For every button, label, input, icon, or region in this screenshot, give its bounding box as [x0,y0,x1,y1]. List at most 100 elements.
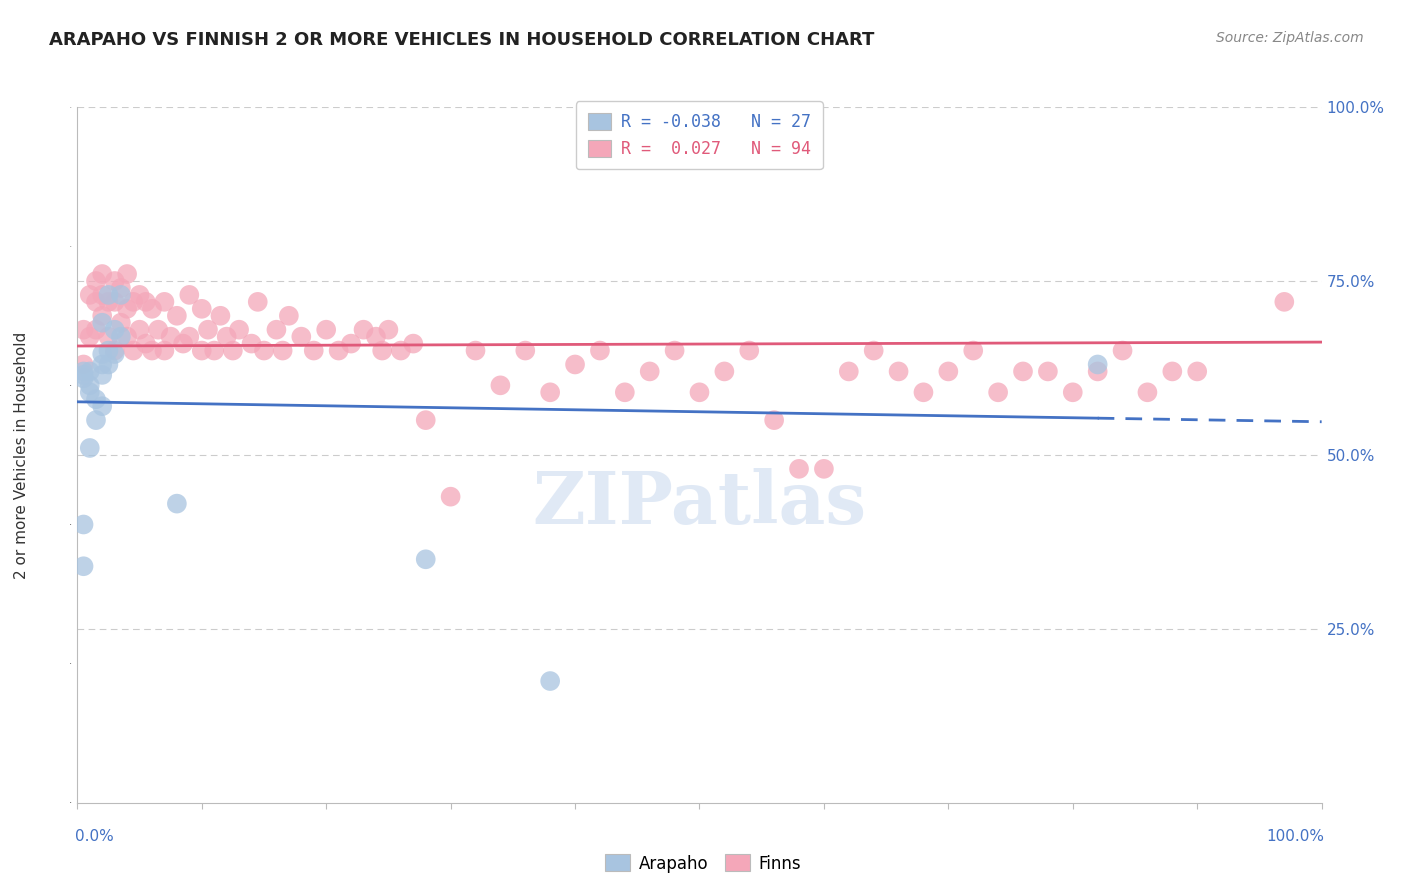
Point [110,281,132,295]
Point [787,462,810,476]
Point [738,343,761,358]
Point [415,413,437,427]
Point [122,294,145,309]
Point [1187,364,1209,378]
Point [79,385,101,400]
Point [84,294,107,309]
Point [91,399,114,413]
Point [246,294,269,309]
Point [115,301,138,316]
Point [912,385,935,400]
Point [148,323,170,337]
Point [938,364,960,378]
Legend: R = -0.038   N = 27, R =  0.027   N = 94: R = -0.038 N = 27, R = 0.027 N = 94 [576,102,823,169]
Point [104,347,127,361]
Point [1272,294,1295,309]
Point [91,288,114,302]
Point [215,329,238,343]
Text: Source: ZipAtlas.com: Source: ZipAtlas.com [1216,31,1364,45]
Point [664,343,686,358]
Point [277,309,299,323]
Point [128,323,150,337]
Point [84,392,107,407]
Point [91,358,114,372]
Text: 0.0%: 0.0% [75,829,114,844]
Point [1062,385,1084,400]
Point [97,288,120,302]
Point [589,343,612,358]
Point [91,309,114,323]
Point [538,674,561,689]
Legend: Arapaho, Finns: Arapaho, Finns [599,847,807,880]
Point [515,343,537,358]
Point [613,385,636,400]
Point [104,343,127,358]
Point [364,329,387,343]
Point [110,316,132,330]
Point [84,323,107,337]
Point [115,267,138,281]
Point [115,329,138,343]
Point [763,413,786,427]
Point [638,364,661,378]
Point [564,358,586,372]
Point [179,329,201,343]
Point [689,385,711,400]
Point [104,294,127,309]
Point [97,294,120,309]
Point [72,368,94,382]
Text: ZIPatlas: ZIPatlas [533,468,866,539]
Point [153,343,176,358]
Point [128,288,150,302]
Point [290,329,312,343]
Point [79,378,101,392]
Point [328,343,350,358]
Text: 2 or more Vehicles in Household: 2 or more Vehicles in Household [14,331,30,579]
Point [97,329,120,343]
Point [141,301,163,316]
Point [172,336,194,351]
Text: 100.0%: 100.0% [1267,829,1324,844]
Point [72,559,94,574]
Point [104,323,127,337]
Point [97,358,120,372]
Point [1136,385,1159,400]
Point [240,336,263,351]
Point [228,323,250,337]
Point [415,552,437,566]
Point [987,385,1010,400]
Point [813,462,835,476]
Point [838,364,860,378]
Point [302,343,325,358]
Point [1012,364,1035,378]
Point [440,490,463,504]
Point [72,517,94,532]
Point [72,358,94,372]
Point [104,274,127,288]
Point [72,371,94,385]
Point [135,336,157,351]
Point [1161,364,1184,378]
Point [538,385,561,400]
Point [91,316,114,330]
Point [266,323,288,337]
Point [464,343,486,358]
Point [253,343,276,358]
Point [202,343,225,358]
Point [179,288,201,302]
Point [371,343,394,358]
Point [1036,364,1059,378]
Point [862,343,884,358]
Point [79,364,101,378]
Point [166,309,188,323]
Point [887,364,910,378]
Point [159,329,181,343]
Point [110,288,132,302]
Point [110,329,132,343]
Point [1087,358,1109,372]
Point [153,294,176,309]
Point [91,267,114,281]
Point [79,288,101,302]
Point [489,378,512,392]
Point [166,497,188,511]
